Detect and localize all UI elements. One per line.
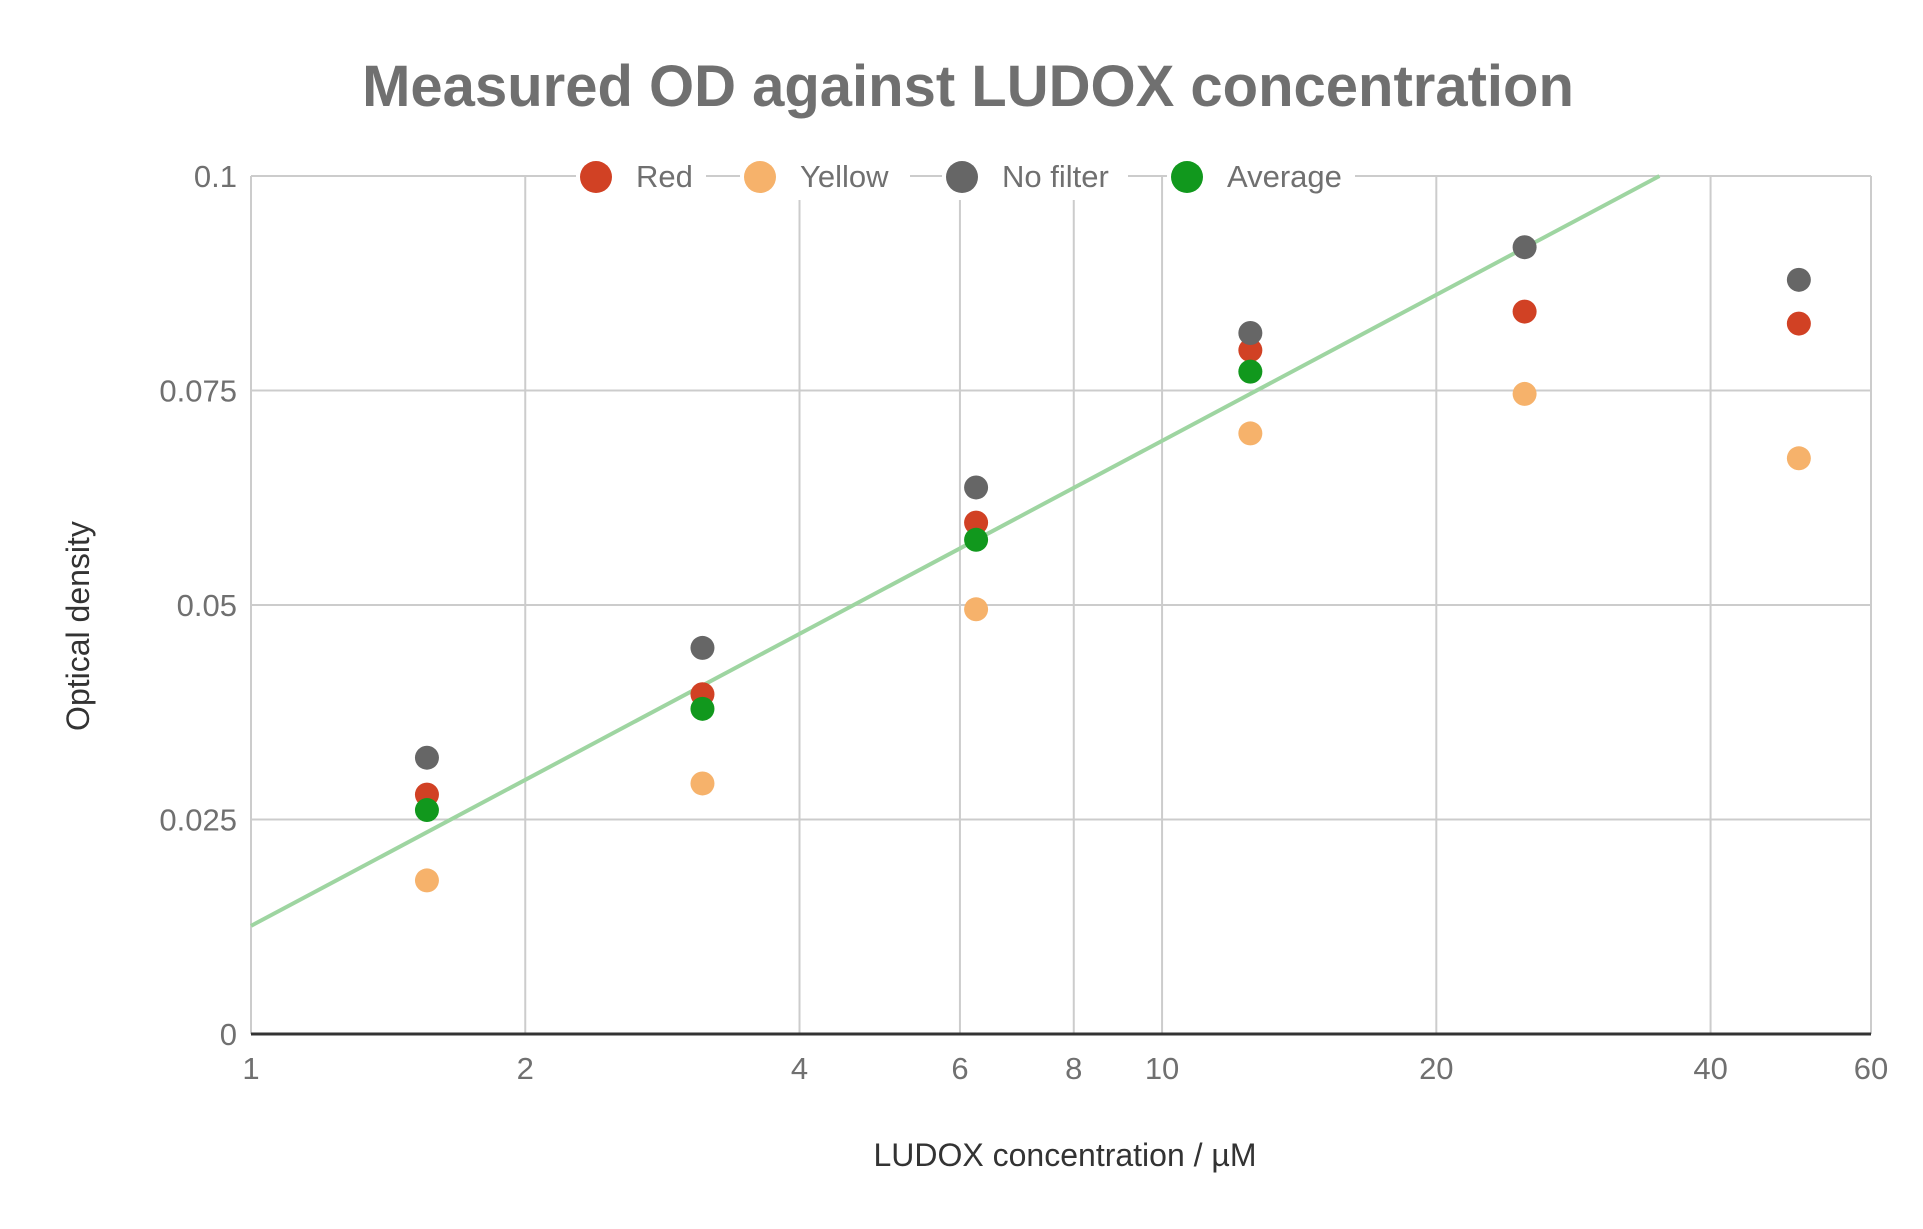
legend-label: Yellow — [800, 159, 889, 194]
x-axis-label: LUDOX concentration / µM — [873, 1137, 1256, 1173]
legend-item: Yellow — [740, 152, 910, 200]
trendline-layer — [250, 174, 1661, 928]
data-point — [414, 745, 439, 770]
legend-marker — [1171, 161, 1203, 193]
data-point — [1786, 311, 1811, 336]
data-point — [1512, 299, 1537, 324]
data-point — [690, 635, 715, 660]
data-point — [414, 868, 439, 893]
x-tick-label: 10 — [1145, 1051, 1179, 1086]
x-tick-label: 60 — [1854, 1051, 1888, 1086]
data-point — [964, 597, 989, 622]
legend: Red Yellow No filter Average — [576, 152, 1355, 200]
x-tick-label: 2 — [517, 1051, 534, 1086]
data-point — [690, 771, 715, 796]
series-yellow — [414, 381, 1811, 893]
chart-title: Measured OD against LUDOX concentration — [362, 54, 1574, 119]
data-point — [414, 798, 439, 823]
gridlines — [250, 175, 1872, 1034]
y-tick-label: 0.1 — [194, 159, 237, 194]
x-tick-label: 6 — [951, 1051, 968, 1086]
x-tick-label: 4 — [791, 1051, 808, 1086]
x-tick-label: 20 — [1419, 1051, 1453, 1086]
y-tick-label: 0 — [220, 1017, 237, 1052]
data-point — [1786, 267, 1811, 292]
data-point — [1238, 338, 1263, 363]
trendline — [250, 174, 1661, 928]
data-point — [964, 510, 989, 535]
legend-label: No filter — [1002, 159, 1109, 194]
data-point — [964, 527, 989, 552]
data-point — [964, 475, 989, 500]
y-tick-label: 0.05 — [177, 588, 237, 623]
legend-item: Average — [1167, 152, 1355, 200]
series-no-filter — [414, 235, 1811, 770]
legend-label: Average — [1227, 159, 1342, 194]
x-tick-label: 8 — [1065, 1051, 1082, 1086]
legend-marker — [946, 161, 978, 193]
y-axis-label: Optical density — [60, 521, 96, 731]
x-tick-label: 40 — [1693, 1051, 1727, 1086]
x-tick-label: 1 — [242, 1051, 259, 1086]
data-point — [1512, 381, 1537, 406]
axes: 0 0.025 0.05 0.075 0.1 1 2 4 6 8 10 20 40 60 — [159, 159, 1888, 1086]
y-tick-label: 0.075 — [159, 374, 237, 409]
series-average — [414, 359, 1263, 823]
data-point — [1238, 359, 1263, 384]
legend-marker — [744, 161, 776, 193]
legend-item: Red — [576, 152, 706, 200]
y-tick-label: 0.025 — [159, 803, 237, 838]
data-point — [1238, 421, 1263, 446]
series-red — [414, 299, 1811, 807]
legend-label: Red — [636, 159, 693, 194]
legend-marker — [580, 161, 612, 193]
legend-item: No filter — [942, 152, 1128, 200]
data-point — [1238, 321, 1263, 346]
data-points — [414, 235, 1811, 893]
data-point — [690, 696, 715, 721]
data-point — [1512, 235, 1537, 260]
data-point — [1786, 446, 1811, 471]
